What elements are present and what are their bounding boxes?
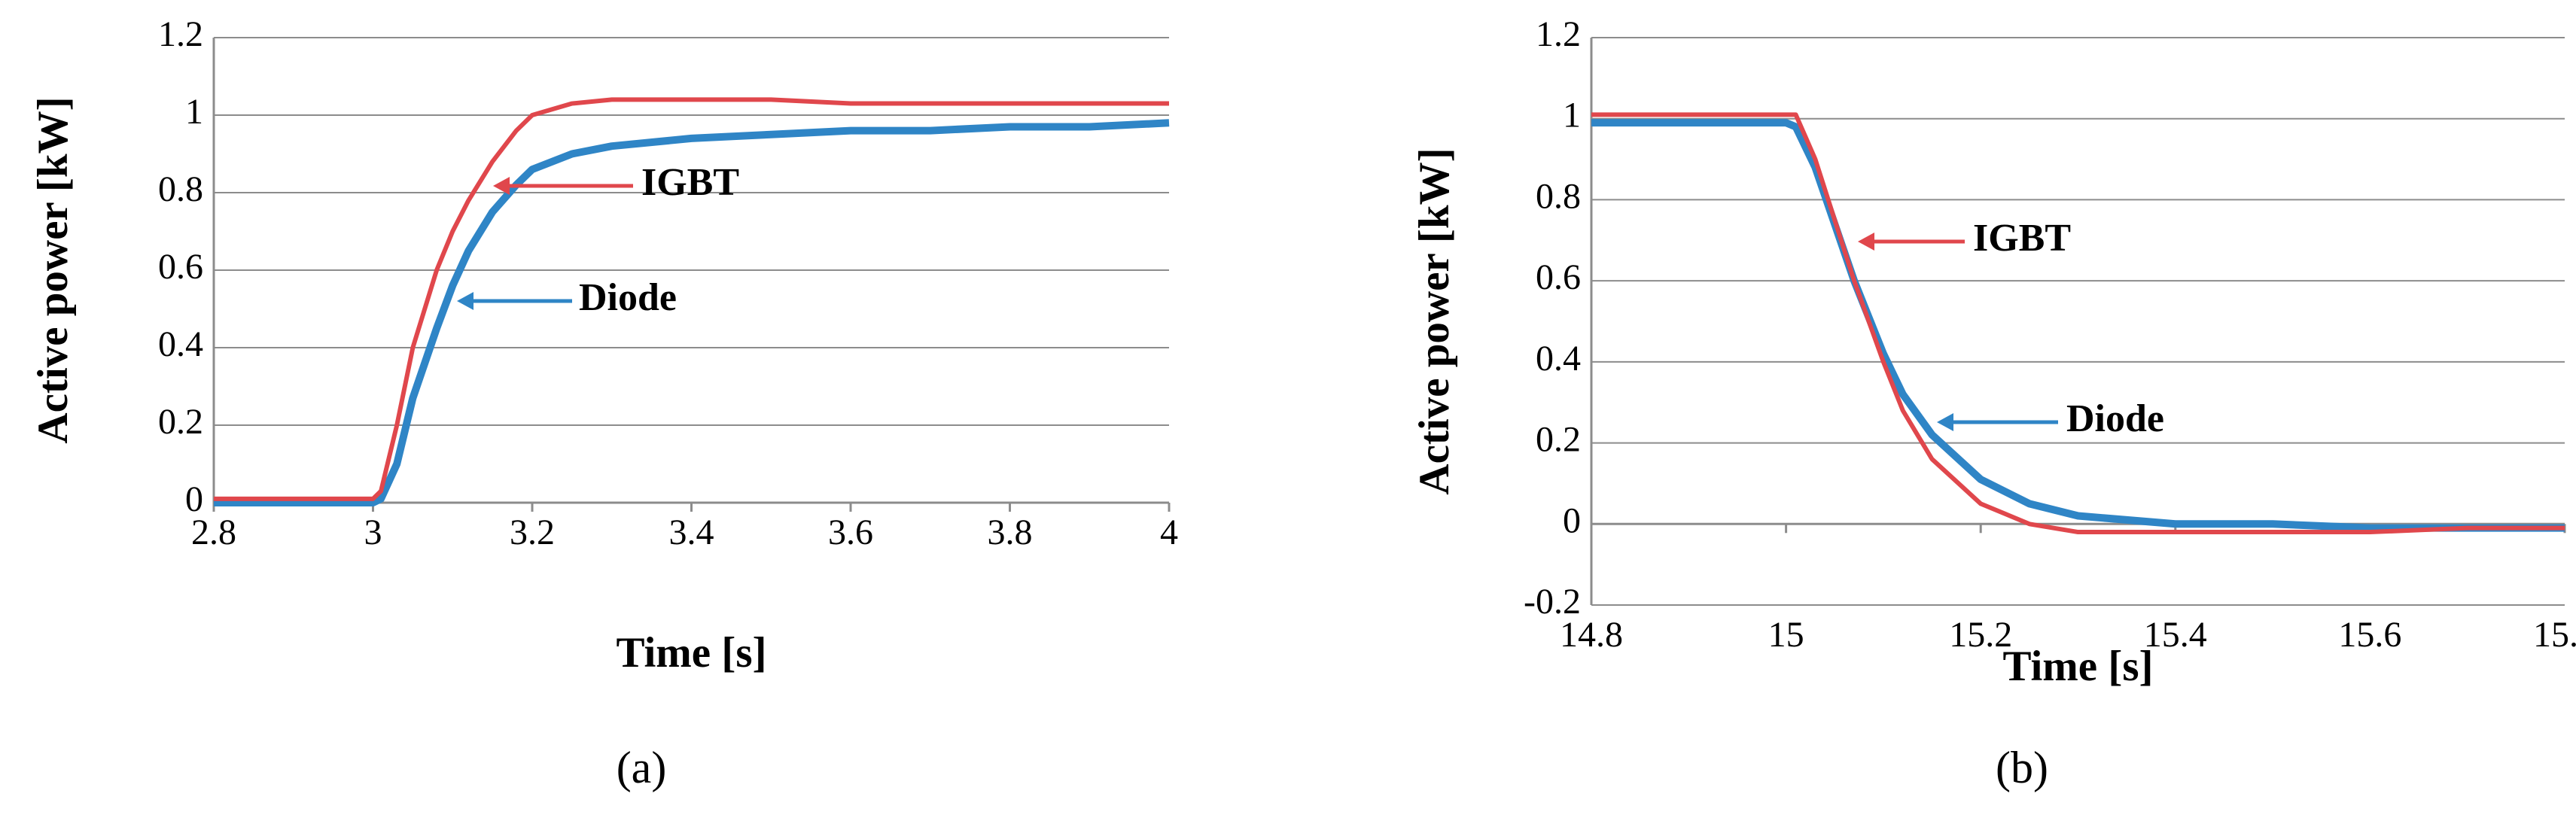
x-tick-label: 14.8 — [1560, 615, 1623, 655]
y-tick-label: 1.2 — [158, 14, 203, 54]
x-axis-title: Time [s] — [2002, 643, 2153, 690]
annotation: Diode — [579, 276, 677, 319]
line-series — [1591, 119, 2565, 532]
y-tick-label: 0 — [185, 479, 203, 519]
annotation: IGBT — [641, 161, 739, 204]
x-tick-label: 2.8 — [191, 512, 236, 552]
x-tick-label: 15.2 — [1949, 615, 2012, 655]
y-tick-label: 0 — [1563, 500, 1581, 540]
x-axis-title: Time [s] — [616, 629, 766, 677]
x-tick-label: 15.8 — [2533, 615, 2576, 655]
annotation: IGBT — [1973, 217, 2071, 260]
arrow-head — [457, 292, 473, 310]
x-tick-label: 15.6 — [2338, 615, 2401, 655]
y-tick-label: 0.4 — [158, 324, 203, 364]
arrow-head — [1858, 233, 1874, 251]
y-tick-label: 1 — [185, 92, 203, 132]
x-tick-label: 3.2 — [510, 512, 555, 552]
y-tick-label: 0.2 — [1536, 420, 1581, 460]
arrow-head — [493, 177, 510, 195]
x-tick-label: 3 — [364, 512, 382, 552]
y-tick-label: 0.2 — [158, 402, 203, 442]
panel-label: (a) — [617, 743, 667, 792]
y-axis-title: Active power [kW] — [29, 96, 77, 443]
line-series — [1591, 112, 2565, 535]
y-tick-label: -0.2 — [1524, 582, 1581, 622]
y-tick-label: 0.6 — [158, 247, 203, 287]
y-tick-label: 0.8 — [1536, 176, 1581, 216]
line-series — [214, 97, 1169, 501]
y-tick-label: 1 — [1563, 96, 1581, 135]
annotation: Diode — [2066, 397, 2164, 440]
x-tick-label: 3.8 — [988, 512, 1033, 552]
y-tick-label: 1.2 — [1536, 14, 1581, 54]
x-tick-label: 15.4 — [2144, 615, 2207, 655]
panel-label: (b) — [1996, 743, 2048, 792]
x-tick-label: 15 — [1768, 615, 1804, 655]
y-tick-label: 0.8 — [158, 169, 203, 209]
y-axis-title: Active power [kW] — [1411, 147, 1458, 494]
x-tick-label: 3.6 — [828, 512, 873, 552]
y-tick-label: 0.4 — [1536, 339, 1581, 379]
y-tick-label: 0.6 — [1536, 257, 1581, 297]
arrow-head — [1937, 413, 1953, 431]
x-tick-label: 3.4 — [669, 512, 714, 552]
x-tick-label: 4 — [1160, 512, 1178, 552]
